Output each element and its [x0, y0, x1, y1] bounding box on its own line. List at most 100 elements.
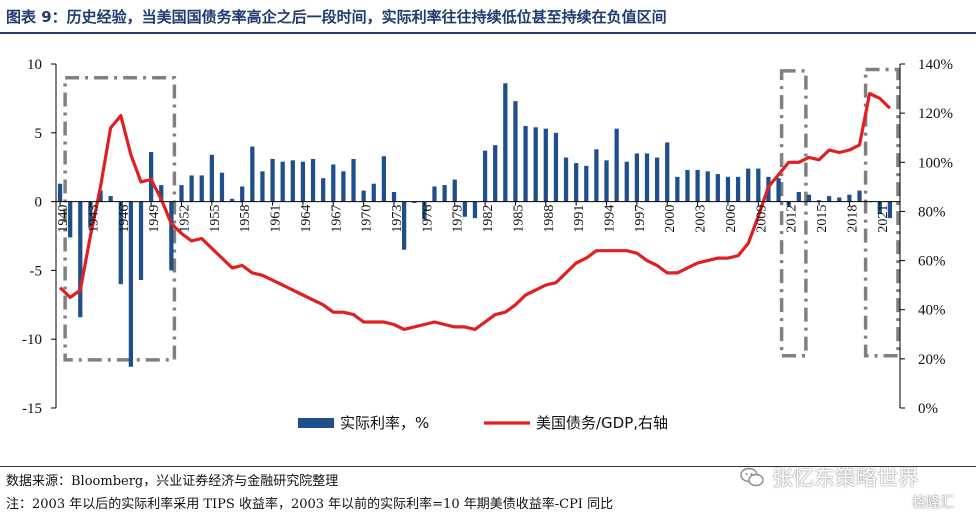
watermark-brand: 格隆汇: [912, 495, 954, 511]
real-rate-bar: [543, 128, 548, 202]
real-rate-bar: [280, 161, 285, 202]
real-rate-bar: [837, 197, 842, 202]
real-rate-bar: [594, 149, 599, 202]
real-rate-bar: [179, 185, 184, 202]
real-rate-bar: [88, 201, 93, 228]
real-rate-bar: [806, 194, 812, 202]
real-rate-bar: [756, 168, 761, 202]
x-tick-label: 2006: [724, 205, 739, 233]
y-right-tick-label: 80%: [918, 204, 946, 220]
x-tick-label: 1943: [86, 205, 101, 233]
real-rate-bar: [128, 201, 134, 367]
x-tick-label: 2012: [785, 205, 800, 233]
real-rate-bar: [493, 145, 498, 202]
y-right-tick-label: 0%: [918, 401, 938, 417]
real-rate-bar: [735, 176, 741, 202]
real-rate-bar: [260, 171, 265, 202]
real-rate-bar: [584, 165, 589, 202]
real-rate-bar: [523, 125, 528, 202]
real-rate-bar: [391, 191, 397, 202]
real-rate-bar: [371, 183, 376, 202]
real-rate-bar: [816, 200, 822, 202]
real-rate-bar: [331, 164, 336, 202]
x-tick-label: 1979: [451, 205, 466, 233]
x-tick-label: 1967: [329, 205, 344, 233]
x-tick-label: 2015: [815, 205, 830, 233]
real-rate-bar: [432, 186, 437, 202]
real-rate-bar: [189, 175, 194, 202]
real-rate-bar: [310, 158, 316, 202]
real-rate-bar: [887, 201, 893, 219]
real-rate-bar: [250, 146, 255, 202]
real-rate-bar: [695, 169, 700, 202]
real-rate-bar: [644, 153, 650, 202]
x-tick-label: 2021: [876, 205, 891, 233]
real-rate-bar: [229, 198, 235, 202]
methodology-note: 注：2003 年以后的实际利率采用 TIPS 收益率，2003 年以前的实际利率…: [6, 497, 614, 512]
real-rate-bar: [169, 201, 174, 271]
real-rate-bar: [341, 171, 346, 202]
y-left-tick-label: -15: [22, 401, 42, 417]
real-rate-bar: [290, 160, 295, 202]
real-rate-bar: [108, 196, 113, 202]
x-tick-label: 1982: [481, 205, 496, 233]
real-rate-bar: [503, 83, 508, 202]
x-tick-label: 1940: [56, 205, 71, 233]
x-tick-label: 1970: [360, 205, 375, 233]
real-rate-bar: [604, 160, 609, 202]
real-rate-bar: [78, 201, 83, 318]
real-rate-bar: [442, 185, 447, 202]
x-tick-label: 1955: [208, 205, 223, 233]
footer-divider: [0, 466, 976, 467]
y-left-tick-label: 5: [35, 126, 43, 142]
real-rate-bar: [270, 158, 275, 202]
real-rate-bar: [563, 157, 569, 202]
wechat-icon: [740, 467, 764, 487]
real-rate-bar: [452, 179, 457, 202]
real-rate-bar: [240, 186, 245, 202]
real-rate-bar: [462, 201, 467, 217]
real-rate-bar: [553, 132, 559, 202]
x-tick-label: 1985: [511, 205, 526, 233]
x-tick-label: 1994: [603, 205, 618, 233]
real-rate-bar: [159, 185, 164, 202]
real-rate-bar: [482, 150, 488, 202]
chart-title: 图表 9：历史经验，当美国国债务率高企之后一段时间，实际利率往往持续低位甚至持续…: [6, 8, 667, 26]
real-rate-bar: [847, 194, 852, 202]
x-tick-label: 2003: [694, 205, 709, 233]
real-rate-bar: [351, 158, 356, 202]
real-rate-bar: [98, 190, 103, 202]
real-rate-bar: [422, 201, 427, 220]
real-rate-bar: [624, 161, 629, 202]
x-tick-label: 1946: [117, 205, 132, 233]
real-rate-bar: [685, 169, 690, 202]
x-tick-label: 1949: [147, 205, 162, 233]
debt-to-gdp-line: [58, 91, 892, 331]
real-rate-bar: [300, 161, 306, 202]
y-right-tick-label: 140%: [918, 57, 953, 73]
x-tick-label: 1976: [420, 205, 435, 233]
real-rate-bar: [321, 178, 326, 202]
x-tick-label: 1991: [572, 205, 587, 233]
highlight-box: [779, 69, 808, 358]
real-rate-bar: [401, 201, 407, 250]
y-right-tick-label: 20%: [918, 352, 946, 368]
y-left-tick-label: -5: [30, 263, 43, 279]
real-rate-bar: [574, 163, 579, 202]
x-tick-label: 1964: [299, 205, 314, 233]
chart-area: -15-10-505100%20%40%60%80%100%120%140%19…: [22, 57, 953, 432]
real-rate-bar: [675, 176, 680, 202]
real-rate-bar: [68, 201, 73, 238]
real-rate-bar: [149, 152, 154, 202]
real-rate-bar: [665, 142, 670, 202]
y-right-tick-label: 60%: [918, 254, 946, 270]
x-tick-label: 2009: [754, 205, 769, 233]
real-rate-bar: [412, 201, 417, 203]
real-rate-bar: [138, 201, 144, 281]
y-left-tick-label: -10: [22, 332, 42, 348]
x-tick-label: 1973: [390, 205, 405, 233]
title-bar: 图表 9：历史经验，当美国国债务率高企之后一段时间，实际利率往往持续低位甚至持续…: [0, 0, 976, 30]
y-right-tick-label: 100%: [918, 155, 953, 171]
real-rate-bar: [209, 154, 214, 202]
real-rate-bar: [381, 156, 387, 202]
